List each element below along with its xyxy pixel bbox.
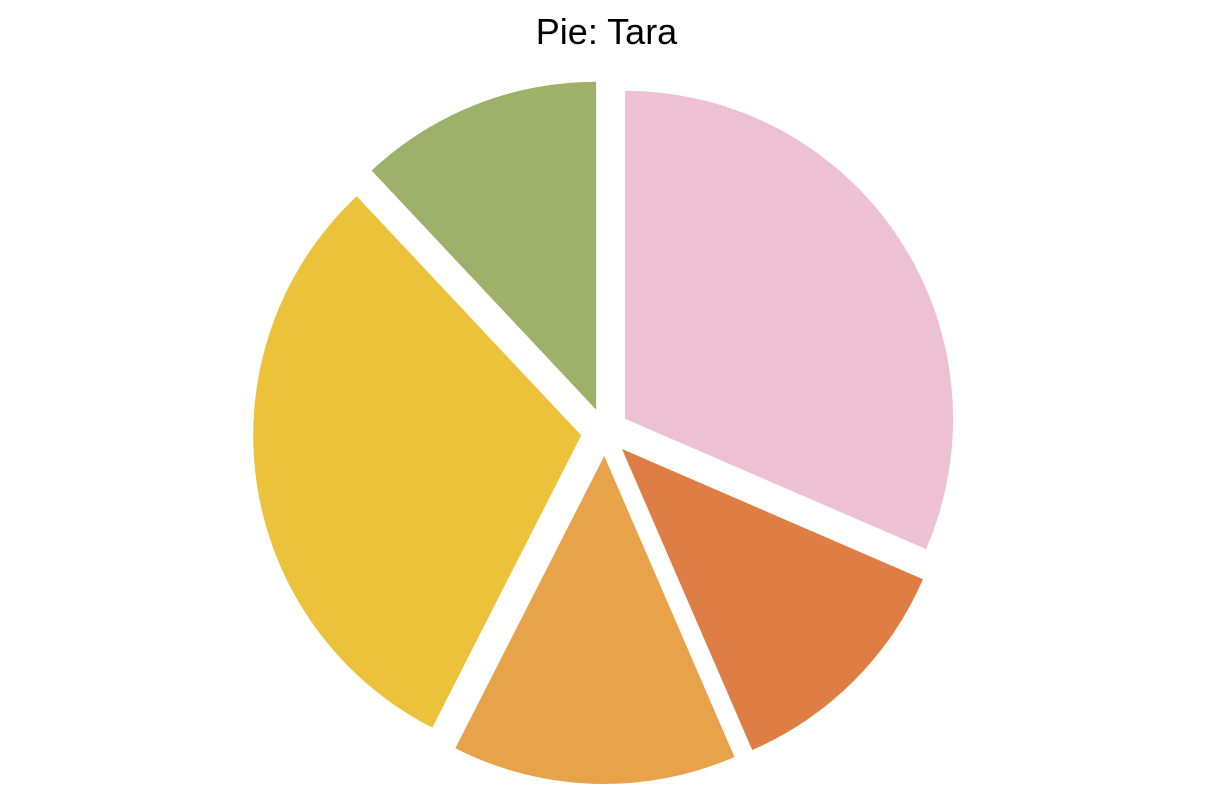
chart-title: Pie: Tara <box>535 11 678 52</box>
pie-slice-1 <box>625 90 954 550</box>
pie-slice-2 <box>621 448 923 750</box>
pie-slice-5 <box>371 81 597 410</box>
pie-slice-3 <box>455 455 735 784</box>
pie-slice-4 <box>253 196 582 728</box>
pie-slices <box>253 81 954 784</box>
